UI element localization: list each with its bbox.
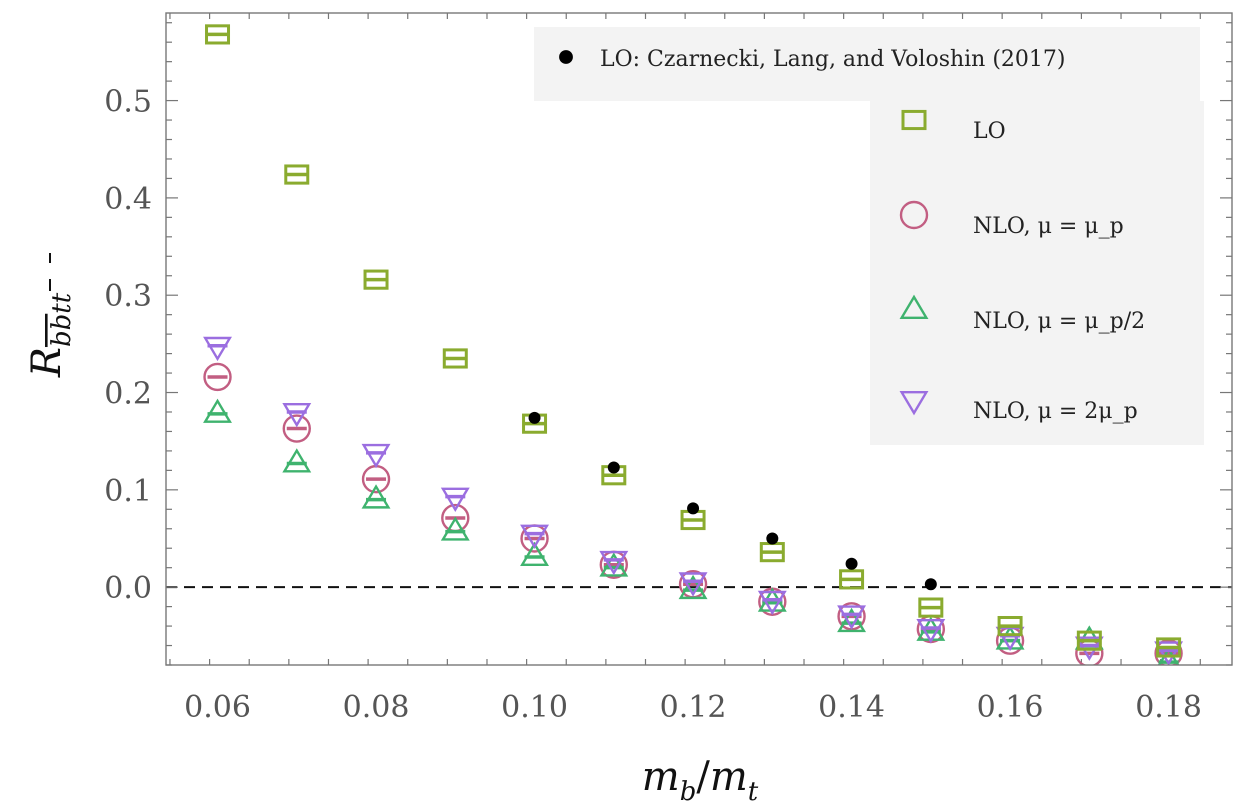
x-tick-label: 0.06: [184, 690, 251, 725]
reference-point: [845, 557, 858, 570]
x-tick-label: 0.16: [977, 690, 1044, 725]
y-title-sub: bb: [47, 314, 77, 347]
data-marks: [203, 24, 1184, 665]
lo-point: [284, 164, 310, 185]
nlo-mu-p-half-point: [599, 552, 629, 577]
legend-reference-label: LO: Czarnecki, Lang, and Voloshin (2017): [600, 47, 1066, 72]
legend-nlo-2mu-p-label: NLO, μ = 2μ_p: [973, 399, 1138, 424]
x-title-t: t: [748, 777, 759, 807]
lo-point: [442, 348, 468, 369]
nlo-mu-p-half-point: [361, 484, 391, 509]
y-axis-title: Rbbtt: [24, 253, 77, 378]
nlo-mu-p-half-point: [440, 516, 470, 541]
reference-point: [528, 411, 541, 424]
lo-point: [1156, 637, 1182, 658]
x-tick-label: 0.18: [1135, 690, 1202, 725]
legend-nlo-2mu-p-marker: [899, 391, 929, 416]
x-tick-label: 0.08: [343, 690, 410, 725]
y-title-R: R: [24, 347, 70, 378]
nlo-2mu-p-point: [916, 619, 946, 644]
y-tick-label: 0.0: [104, 571, 152, 606]
ticks-layer: [166, 13, 1232, 666]
reference-point: [924, 578, 937, 591]
x-title-b: b: [680, 777, 697, 807]
svg-text:Rbbtt: Rbbtt: [24, 292, 77, 378]
nlo-2mu-p-point: [440, 487, 470, 512]
nlo-mu-p-half-point: [282, 448, 312, 473]
plot-frame: [165, 12, 1233, 666]
legend: LO NLO, μ = μ_p NLO, μ = μ_p/2 NLO, μ = 2μ_…: [870, 101, 1204, 445]
y-tick-label: 0.2: [104, 377, 152, 412]
x-tick-label: 0.12: [660, 690, 727, 725]
nlo-mu-p-half-point: [1157, 646, 1180, 665]
nlo-2mu-p-point: [837, 605, 867, 630]
legend-reference-marker: [559, 50, 573, 64]
x-tick-label: 0.14: [818, 690, 885, 725]
nlo-2mu-p-point: [282, 402, 312, 428]
lo-point: [839, 569, 865, 590]
legend-lo-label: LO: [973, 119, 1006, 144]
lo-point: [997, 615, 1023, 637]
legend-nlo-mu-p-marker: [899, 200, 929, 230]
reference-point: [766, 532, 779, 545]
nlo-2mu-p-point: [678, 572, 708, 597]
nlo-mu-p-half-point: [678, 574, 708, 600]
x-tick-labels: 0.06 0.08 0.10 0.12 0.14 0.16 0.18: [184, 690, 1202, 725]
x-axis-title: mb/mt: [642, 754, 759, 807]
reference-point: [607, 461, 620, 474]
y-tick-label: 0.5: [104, 85, 152, 120]
lo-point: [918, 597, 944, 618]
y-tick-labels: 0.0 0.1 0.2 0.3 0.4 0.5: [104, 85, 152, 607]
y-tick-label: 0.3: [104, 279, 152, 314]
nlo-2mu-p-point: [1154, 641, 1184, 665]
legend-nlo-mu-p-half-marker: [899, 294, 929, 319]
nlo-2mu-p-point: [361, 443, 391, 469]
nlo-2mu-p-point: [520, 524, 550, 549]
legend-lo-marker: [901, 109, 927, 131]
y-tick-label: 0.4: [104, 182, 152, 217]
legend-nlo-mu-p-label: NLO, μ = μ_p: [973, 214, 1124, 239]
svg-text:mb/mt: mb/mt: [642, 754, 759, 807]
x-tick-label: 0.10: [501, 690, 568, 725]
x-title-slash: /: [696, 754, 710, 800]
nlo-2mu-p-point: [757, 590, 787, 616]
legend-box: [870, 101, 1204, 445]
plot-area: [165, 12, 1233, 666]
nlo-mu-p-half-point: [520, 541, 550, 566]
nlo-mu-p-half-point: [837, 607, 867, 633]
nlo-mu-p-half-point: [203, 398, 232, 423]
nlo-mu-p-point: [282, 414, 311, 443]
nlo-2mu-p-point: [203, 336, 232, 362]
nlo-mu-p-point: [203, 362, 232, 392]
nlo-2mu-p-point: [995, 626, 1025, 652]
legend-reference-box: [534, 27, 1200, 101]
x-title-m: m: [642, 754, 680, 800]
y-title-sub2: tt: [47, 292, 77, 313]
x-title-m2: m: [710, 754, 748, 800]
lo-point: [1076, 630, 1102, 651]
legend-reference: LO: Czarnecki, Lang, and Voloshin (2017): [534, 27, 1200, 101]
reference-point: [687, 502, 700, 515]
nlo-2mu-p-point: [599, 550, 629, 576]
y-tick-label: 0.1: [104, 474, 152, 509]
lo-point: [205, 24, 231, 45]
lo-point: [363, 269, 389, 290]
legend-nlo-mu-p-half-label: NLO, μ = μ_p/2: [973, 309, 1145, 334]
